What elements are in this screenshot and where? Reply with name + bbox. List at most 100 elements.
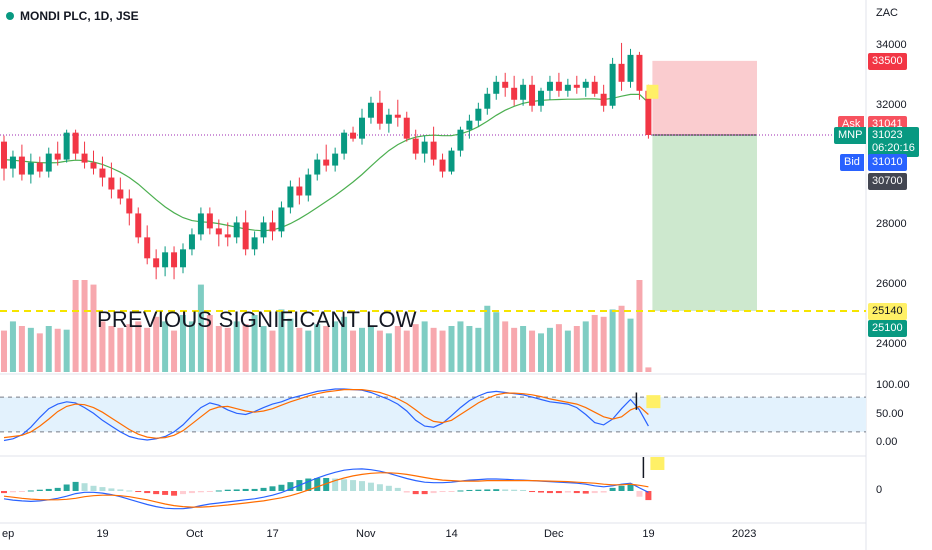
volume-bar xyxy=(385,333,392,372)
macd-histogram-bar xyxy=(600,491,607,493)
volume-bar xyxy=(502,321,509,372)
candle-body xyxy=(162,252,169,268)
price-tick-label: 26000 xyxy=(876,278,907,291)
volume-bar xyxy=(439,330,446,372)
volume-bar xyxy=(180,314,186,372)
stoch-tick-label: 0.00 xyxy=(876,436,898,449)
last-price-value: 31023 xyxy=(872,128,903,141)
volume-bar xyxy=(600,316,607,372)
macd-histogram-bar xyxy=(9,491,16,493)
target-badge: 25100 xyxy=(868,320,907,338)
volume-bar xyxy=(430,327,437,372)
macd-histogram-bar xyxy=(538,491,544,493)
volume-bar xyxy=(520,326,527,372)
volume-bar xyxy=(269,330,276,372)
volume-bar xyxy=(493,312,500,372)
macd-marker xyxy=(650,457,665,470)
volume-bar xyxy=(573,326,580,372)
volume-bar xyxy=(564,330,571,372)
stoch-k-line xyxy=(3,388,649,442)
candle-body xyxy=(9,156,16,169)
candle-body xyxy=(538,90,544,106)
candle-body xyxy=(1,141,7,169)
macd-histogram-bar xyxy=(529,491,536,493)
price-tick-label: 34000 xyxy=(876,38,907,51)
macd-signal-line xyxy=(3,472,649,508)
candle-body xyxy=(403,117,410,139)
candle-body xyxy=(45,153,52,172)
macd-histogram-bar xyxy=(224,489,231,491)
macd-histogram-bar xyxy=(251,488,258,491)
candle-body xyxy=(600,93,607,106)
macd-histogram-bar xyxy=(108,488,115,491)
macd-histogram-bar xyxy=(287,482,294,491)
candle-body xyxy=(484,93,491,109)
volume-bar xyxy=(448,326,455,372)
macd-histogram-bar xyxy=(215,490,222,492)
macd-histogram-bar xyxy=(99,487,106,491)
volume-bar xyxy=(305,330,312,372)
candle-body xyxy=(350,132,357,139)
macd-histogram-bar xyxy=(350,480,357,491)
volume-bar xyxy=(278,309,285,372)
stoch-band xyxy=(0,397,866,432)
candle-body xyxy=(224,234,231,238)
price-tick-label: 32000 xyxy=(876,98,907,111)
time-axis-label: 2023 xyxy=(731,528,757,540)
macd-histogram-bar xyxy=(636,491,643,497)
macd-histogram-bar xyxy=(153,491,160,495)
macd-histogram-bar xyxy=(63,484,70,491)
macd-histogram-bar xyxy=(448,491,455,492)
macd-histogram-bar xyxy=(618,485,625,491)
volume-bar xyxy=(188,321,195,372)
volume-bar xyxy=(144,327,151,372)
candle-body xyxy=(314,159,321,175)
candle-body xyxy=(359,117,365,139)
symbol-title[interactable]: MONDI PLC, 1D, JSE xyxy=(6,9,139,23)
volume-bar xyxy=(645,367,652,372)
macd-histogram-bar xyxy=(341,479,348,491)
macd-tick-label: 0 xyxy=(876,484,883,496)
symbol-title-text: MONDI PLC, 1D, JSE xyxy=(20,9,139,23)
candle-body xyxy=(215,228,222,235)
level-badge: 30700 xyxy=(868,172,907,190)
macd-histogram-bar xyxy=(126,490,133,492)
macd-histogram-bar xyxy=(45,488,52,491)
stoch-d-line xyxy=(3,389,649,439)
macd-histogram-bar xyxy=(1,491,7,494)
stoch-tick-label: 100.00 xyxy=(876,378,910,391)
macd-histogram-bar xyxy=(117,489,124,491)
macd-histogram-bar xyxy=(645,491,652,501)
volume-bar xyxy=(90,284,97,372)
macd-histogram-bar xyxy=(493,489,500,491)
take-profit-badge: 33500 xyxy=(868,52,907,70)
volume-bar xyxy=(287,318,294,372)
volume-bar xyxy=(591,314,598,372)
macd-histogram-bar xyxy=(430,491,437,494)
candle-body xyxy=(412,138,419,154)
macd-histogram-bar xyxy=(81,483,88,491)
candle-body xyxy=(99,168,106,178)
candle-body xyxy=(511,87,518,100)
candle-body xyxy=(564,84,571,91)
risk-zone xyxy=(652,60,757,135)
macd-histogram-bar xyxy=(171,491,178,496)
candle-body xyxy=(582,81,589,88)
candle-body xyxy=(475,108,482,121)
macd-histogram-bar xyxy=(484,489,491,491)
candle-body xyxy=(171,252,178,268)
candle-body xyxy=(591,81,598,94)
candle-body xyxy=(376,102,383,124)
volume-bar xyxy=(421,321,428,372)
macd-histogram-bar xyxy=(367,482,374,491)
volume-bar xyxy=(314,324,321,372)
reward-zone xyxy=(652,134,757,311)
price-tick-label: 28000 xyxy=(876,218,907,231)
macd-histogram-bar xyxy=(197,491,204,493)
bid-tag: Bid xyxy=(840,153,864,171)
macd-histogram-bar xyxy=(591,491,598,494)
volume-bar xyxy=(367,326,374,372)
candle-body xyxy=(242,222,249,250)
candle-body xyxy=(153,258,160,268)
